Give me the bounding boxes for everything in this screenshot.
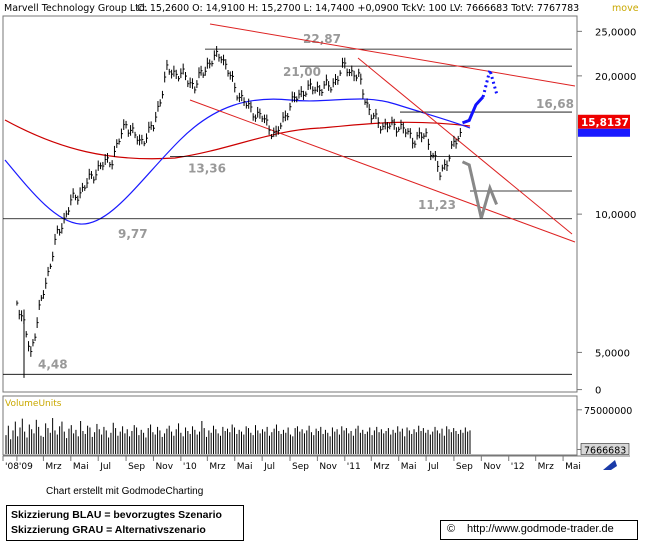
chart-credit: Chart erstellt mit GodmodeCharting <box>46 486 204 497</box>
level-label-2: 16,68 <box>536 97 574 111</box>
quote-line: C: 15,2600 O: 14,9100 H: 15,2700 L: 14,7… <box>137 3 579 14</box>
legend-blue-scenario: Skizzierung BLAU = bevorzugtes Szenario <box>11 509 222 521</box>
level-label-4: 11,23 <box>418 198 456 212</box>
x-axis: '08'09 Mrz Mai Jul Sep Nov '10 Mrz Mai Jul Sep Nov '… <box>2 456 581 472</box>
ma-200-curve <box>4 119 471 160</box>
move-tag: move <box>612 3 639 14</box>
x-tick-label: Mai <box>237 462 253 472</box>
level-label-3: 13,36 <box>188 161 226 175</box>
source-link-box[interactable]: © http://www.godmode-trader.de <box>440 520 638 540</box>
volume-tick-label: 7666683 <box>584 445 626 456</box>
scenario-grey <box>461 160 498 219</box>
price-tick-label: 0 <box>595 386 601 397</box>
x-tick-label: '11 <box>347 462 361 472</box>
x-tick-label: Mai <box>401 462 417 472</box>
x-tick-label: Mrz <box>373 462 389 472</box>
trendline-lower <box>189 99 576 243</box>
volume-tick-label: 75000000 <box>584 406 632 417</box>
price-tick-label: 10,0000 <box>595 210 636 221</box>
scenario-blue-dotted <box>481 64 499 98</box>
scenario-blue-solid <box>461 95 485 125</box>
x-tick-label: Mrz <box>45 462 61 472</box>
volume-label: VolumeUnits <box>5 399 62 409</box>
x-tick-label: '12 <box>511 462 525 472</box>
x-tick-label: '10 <box>183 462 197 472</box>
level-label-0: 22,87 <box>303 32 341 46</box>
trendlines <box>189 23 576 243</box>
volume-panel-frame <box>2 395 578 456</box>
x-tick-label: Jul <box>99 462 111 472</box>
x-tick-label: Mai <box>565 462 581 472</box>
x-tick-label: Mrz <box>538 462 554 472</box>
price-axis: 25,0000 20,0000 10,0000 5,0000 0 15,8137 <box>577 27 636 397</box>
price-tick-label: 25,0000 <box>595 27 636 38</box>
x-tick-label: Jul <box>263 462 275 472</box>
ma-value-badge <box>578 128 630 137</box>
volume-panel: VolumeUnits 75000000 7666683 <box>5 399 632 456</box>
level-label-5: 9,77 <box>118 227 148 241</box>
x-tick-label: Nov <box>155 462 173 472</box>
instrument-name: Marvell Technology Group Ltd. <box>4 3 148 14</box>
x-tick-label: Mrz <box>209 462 225 472</box>
x-tick-label: Mai <box>73 462 89 472</box>
last-price-label: 15,8137 <box>581 117 629 129</box>
x-tick-label: Sep <box>128 462 145 472</box>
price-series <box>16 46 462 378</box>
scenario-legend: Skizzierung BLAU = bevorzugtes Szenario … <box>6 505 244 541</box>
x-tick-label: Nov <box>319 462 337 472</box>
x-tick-label: Jul <box>427 462 439 472</box>
level-label-1: 21,00 <box>283 65 321 79</box>
trendline-upper <box>209 23 576 87</box>
price-panel-frame <box>2 15 578 393</box>
last-price-badge <box>578 114 630 129</box>
price-tick-label: 20,0000 <box>595 72 636 83</box>
source-url[interactable]: http://www.godmode-trader.de <box>467 523 614 535</box>
volume-last-badge <box>580 443 630 455</box>
scenarios <box>461 64 499 219</box>
trend-arrow-icon <box>603 460 617 470</box>
trendline-steep <box>357 57 573 235</box>
x-tick-label: '09 <box>19 462 33 472</box>
legend-grey-scenario: Skizzierung GRAU = Alternativszenario <box>11 524 206 536</box>
x-tick-label: '08 <box>5 462 19 472</box>
price-levels: 22,87 21,00 16,68 13,36 11,23 9,77 4,48 <box>3 32 574 375</box>
x-tick-label: Sep <box>292 462 309 472</box>
copyright-icon: © <box>447 523 456 535</box>
x-tick-label: Nov <box>483 462 501 472</box>
level-label-6: 4,48 <box>38 357 68 371</box>
price-tick-label: 5,0000 <box>595 348 630 359</box>
x-tick-label: Sep <box>456 462 473 472</box>
